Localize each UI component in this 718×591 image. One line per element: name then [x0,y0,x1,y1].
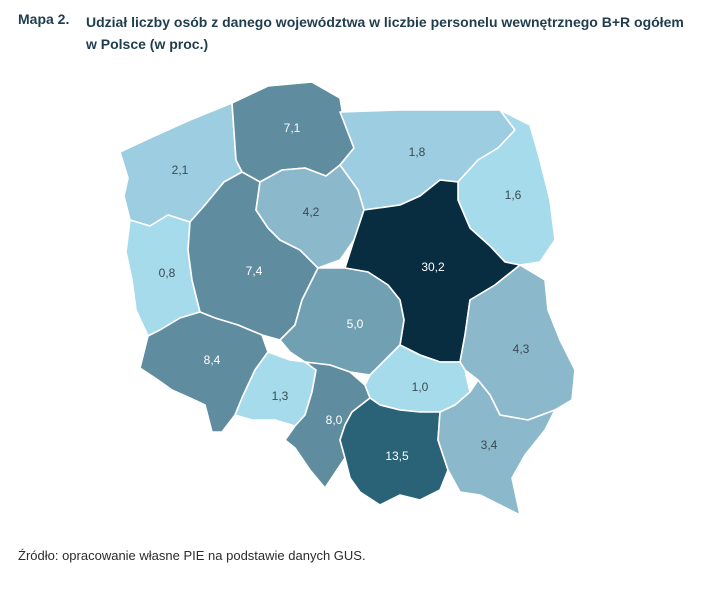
region-value-label: 1,0 [412,380,429,394]
region-value-label: 8,0 [326,413,343,427]
region-value-label: 2,1 [172,163,189,177]
source-note: Źródło: opracowanie własne PIE na podsta… [18,548,366,563]
region-value-label: 7,1 [284,121,301,135]
region-value-label: 8,4 [204,353,221,367]
region-slaskie [284,361,371,489]
region-value-label: 1,6 [505,188,522,202]
region-value-label: 13,5 [385,449,409,463]
region-value-label: 0,8 [159,266,176,280]
region-value-label: 4,2 [303,205,320,219]
region-value-label: 5,0 [347,317,364,331]
region-value-label: 1,3 [272,389,289,403]
region-value-label: 7,4 [246,264,263,278]
region-value-label: 4,3 [513,342,530,356]
region-malopolskie [339,397,449,506]
region-value-label: 1,8 [409,145,426,159]
map-number-label: Mapa 2. [18,11,70,27]
region-podkarpackie [437,379,556,516]
map-title: Udział liczby osób z danego województwa … [86,14,684,52]
region-value-label: 3,4 [481,438,498,452]
region-value-label: 30,2 [421,260,445,274]
